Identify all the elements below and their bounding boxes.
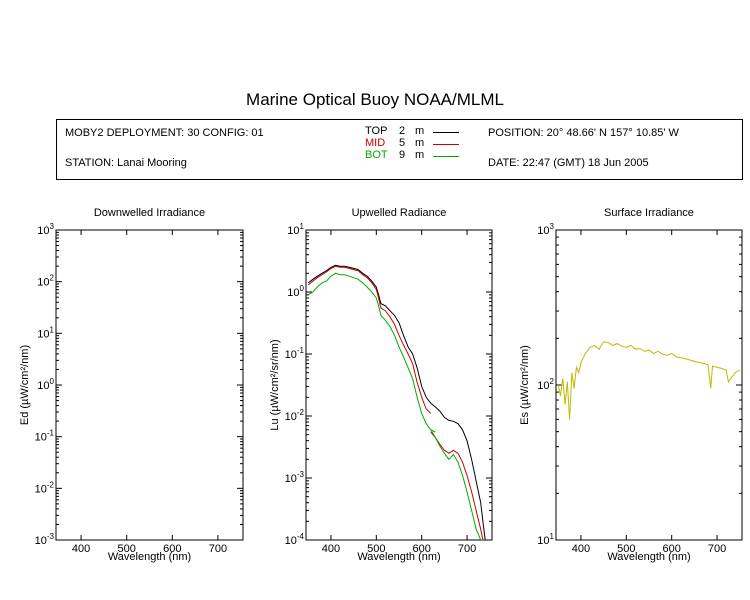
x-tick-label: 400 [322,543,340,555]
depth-value: 9 [399,149,406,161]
y-tick-label: 10-1 [35,429,55,444]
depth-name: MID [365,137,386,149]
x-tick-label: 400 [72,543,90,555]
x-tick-label: 600 [413,543,431,555]
depth-name: BOT [365,149,388,161]
depth-name: TOP [365,125,388,137]
depth-swatch-bot [433,156,459,157]
deployment-text: MOBY2 DEPLOYMENT: 30 CONFIG: 01 [65,127,264,139]
chart-title: Downwelled Irradiance [94,207,205,219]
depth-swatch-top [433,132,459,133]
series-line-top [307,264,486,540]
deployment-info-box: MOBY2 DEPLOYMENT: 30 CONFIG: 01 STATION:… [56,119,743,180]
y-tick-label: 100 [287,284,304,299]
series-line-es [557,341,740,420]
depth-swatch-mid [433,144,459,145]
x-axis-label: Wavelength (nm) [357,551,440,563]
date-text: DATE: 22:47 (GMT) 18 Jun 2005 [488,157,649,169]
chart-title: Upwelled Radiance [352,207,447,219]
depth-unit: m [415,149,425,161]
y-axis-label: Ed (µW/cm²/nm) [19,345,31,425]
y-tick-label: 102 [37,274,54,289]
y-tick-label: 102 [537,377,554,392]
x-tick-label: 600 [163,543,181,555]
x-tick-label: 700 [458,543,476,555]
depth-value: 5 [399,137,406,149]
series-line-mid [307,265,486,540]
y-axis-label: Es (µW/cm²/nm) [519,345,531,425]
depth-value: 2 [399,125,406,137]
page-title: Marine Optical Buoy NOAA/MLML [246,90,504,109]
x-tick-label: 500 [118,543,136,555]
chart-title: Surface Irradiance [604,207,694,219]
y-tick-label: 10-1 [285,346,305,361]
plot-frame [55,229,244,541]
position-text: POSITION: 20° 48.66' N 157° 10.85' W [488,127,679,139]
plot-frame [555,229,743,541]
y-tick-label: 10-4 [285,532,305,547]
plot-frame [305,229,493,541]
x-tick-label: 500 [367,543,385,555]
chart-panel-3: Surface Irradiance 400 500 600 700 Wavelength… [519,207,743,563]
station-text: STATION: Lanai Mooring [65,157,187,169]
x-tick-label: 400 [572,543,590,555]
y-tick-label: 10-2 [35,480,55,495]
x-tick-label: 600 [663,543,681,555]
chart-panel-2: Upwelled Radiance 400 500 600 700 Wavelength … [269,207,493,563]
y-tick-label: 10-3 [35,532,55,547]
x-tick-label: 700 [708,543,726,555]
depth-unit: m [415,125,425,137]
y-tick-label: 101 [287,222,304,237]
x-axis-label: Wavelength (nm) [108,551,191,563]
series-line-bot [308,272,483,540]
x-axis-label: Wavelength (nm) [607,551,690,563]
x-tick-label: 500 [617,543,635,555]
y-tick-label: 10-2 [285,408,305,423]
y-tick-label: 10-3 [285,470,305,485]
y-tick-label: 100 [37,377,54,392]
y-tick-label: 101 [537,532,554,547]
y-tick-label: 103 [537,222,554,237]
y-tick-label: 103 [37,222,54,237]
chart-panel-1: Downwelled Irradiance 400 500 600 700 Wavelen… [19,207,244,563]
y-axis-label: Lu (µW/cm²/sr/nm) [269,339,281,430]
depth-unit: m [415,137,425,149]
x-tick-label: 700 [209,543,227,555]
y-tick-label: 101 [37,325,54,340]
